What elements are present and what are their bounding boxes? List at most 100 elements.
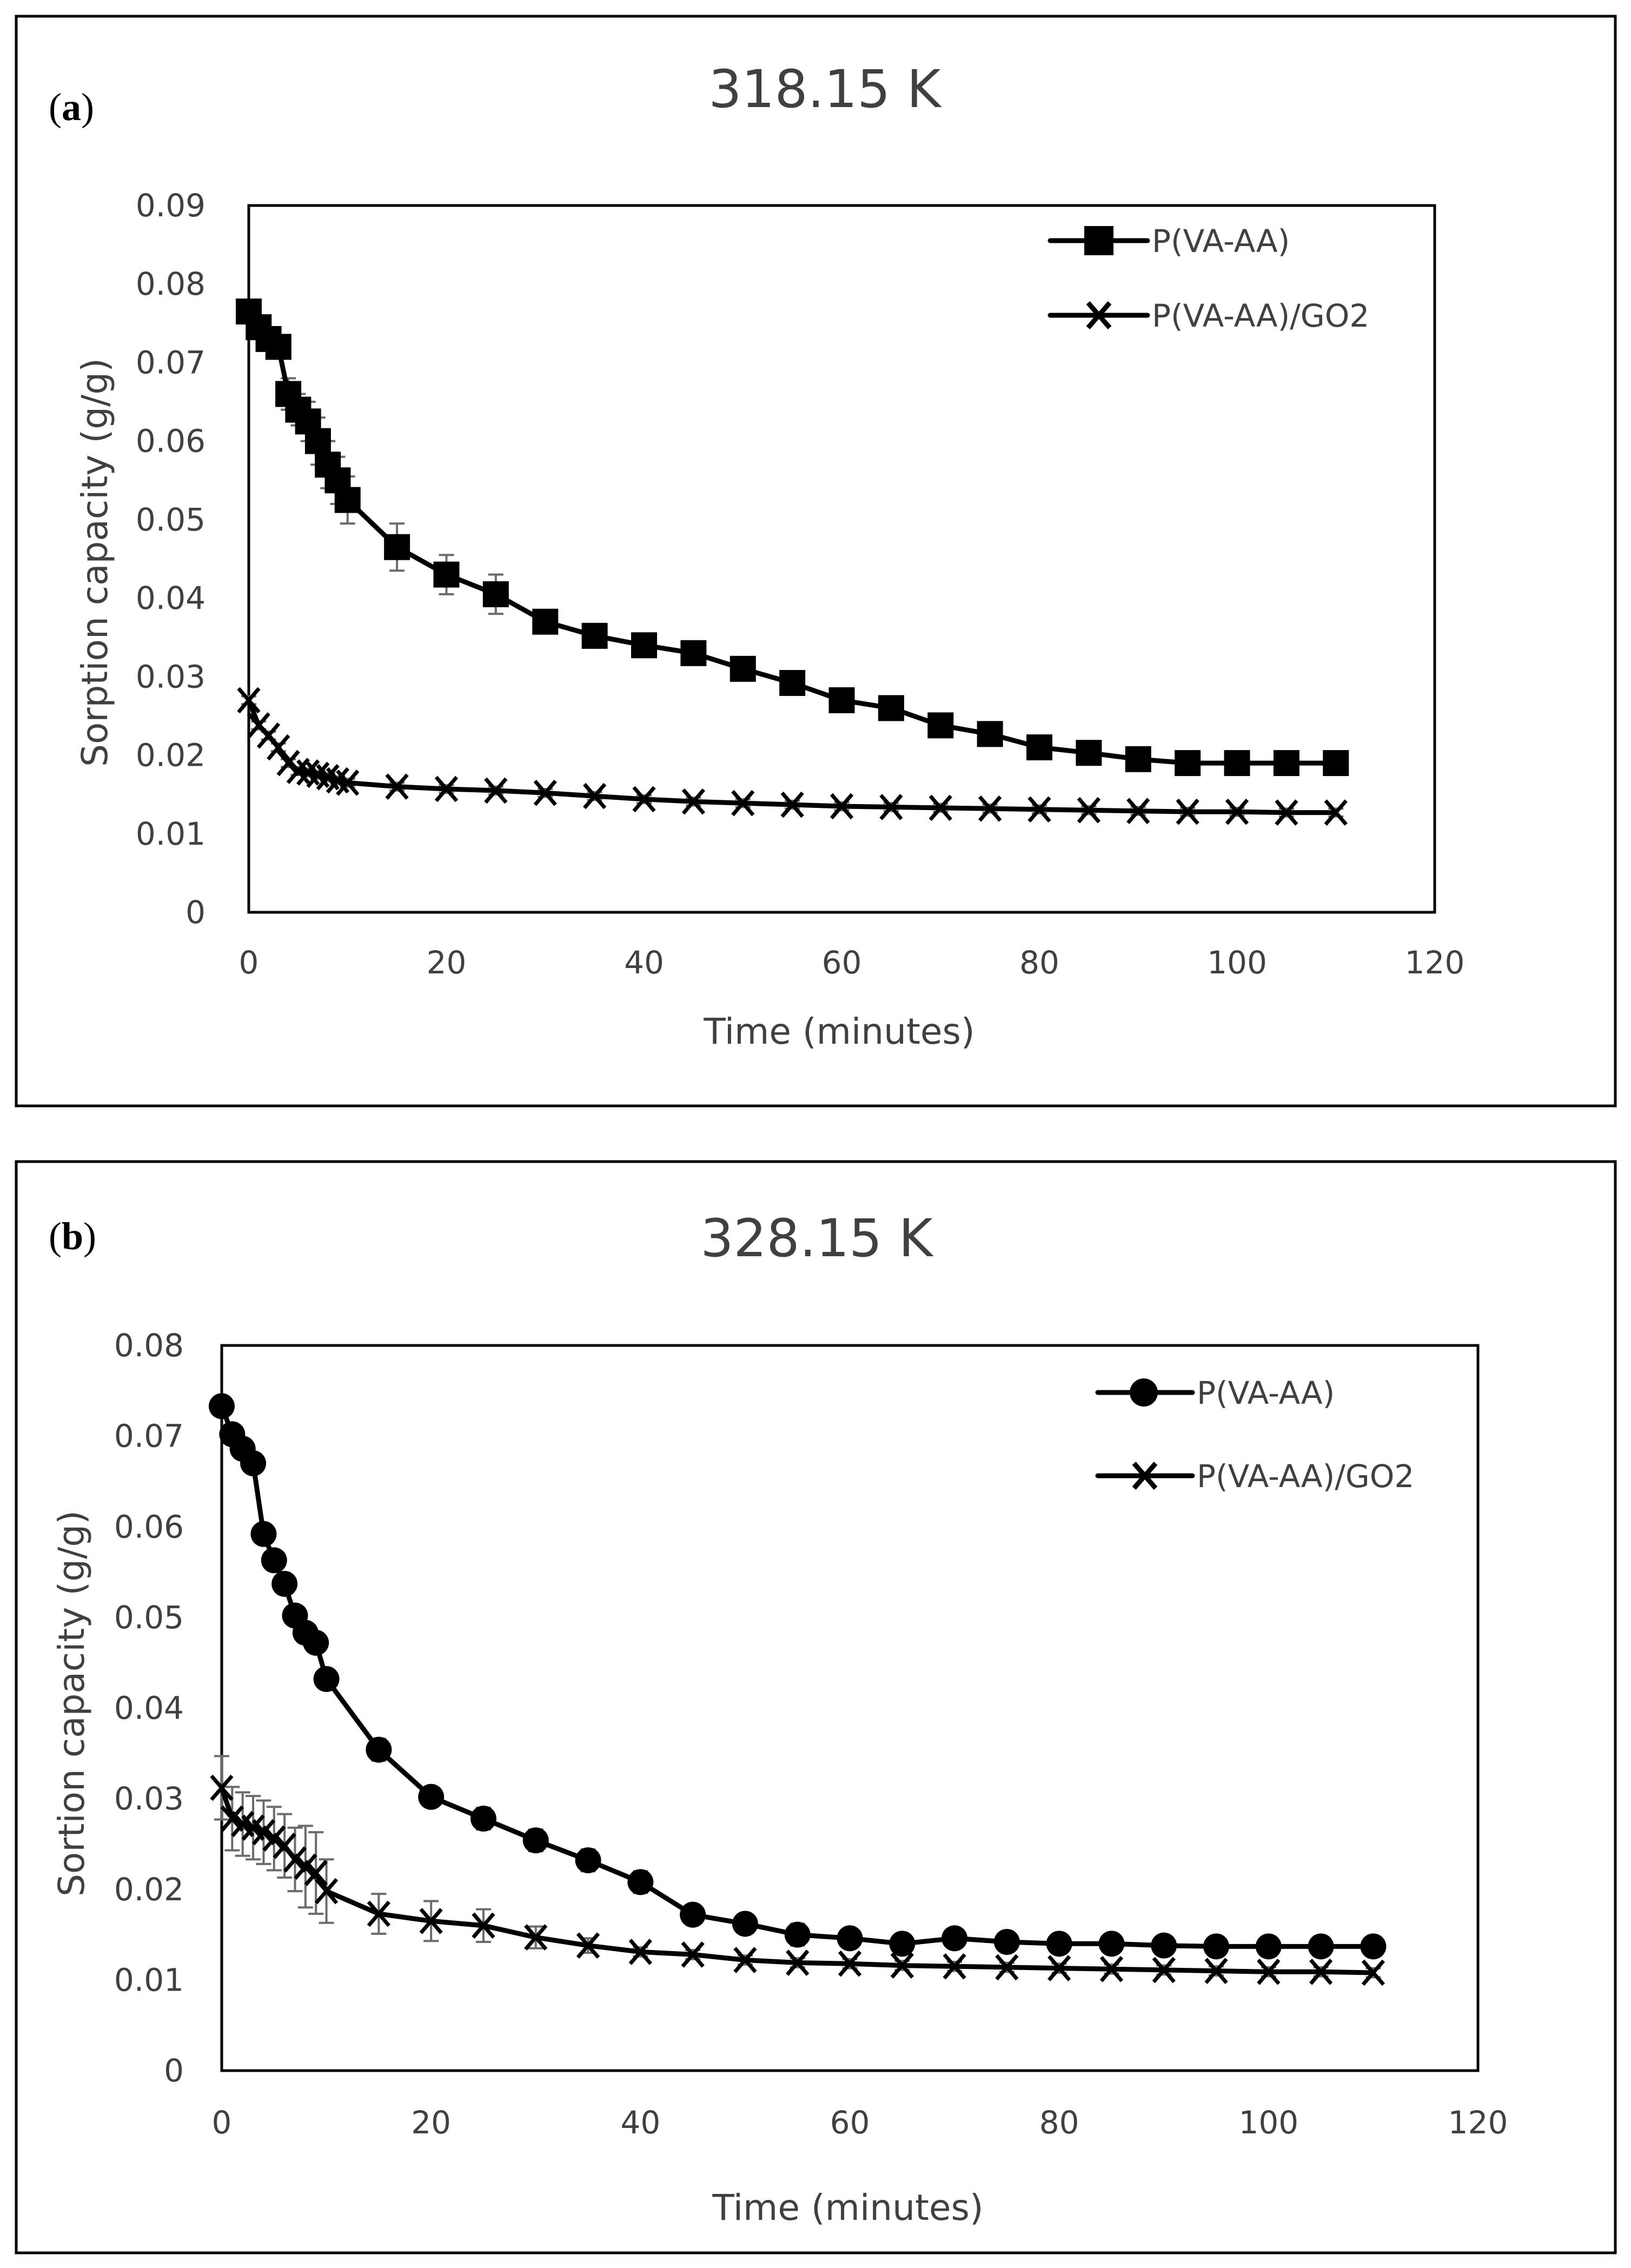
y-tick-label: 0.03 [136, 658, 205, 695]
data-point-circle [889, 1931, 916, 1957]
panel-a-label: (a) [49, 85, 94, 129]
data-point-x [210, 1774, 234, 1801]
y-tick-label: 0.04 [114, 1690, 184, 1727]
data-point-circle [784, 1921, 811, 1948]
data-point-circle [680, 1901, 706, 1928]
data-point-x [304, 1860, 328, 1886]
data-point-x [780, 791, 804, 818]
data-point-square [680, 640, 707, 666]
data-point-square [1076, 740, 1102, 766]
data-point-x [929, 794, 952, 821]
data-point-x [419, 1908, 443, 1934]
data-point-x [1204, 1958, 1228, 1984]
y-tick-label: 0 [164, 2052, 184, 2089]
panel-a-frame [15, 15, 1617, 1108]
data-point-square [1125, 746, 1151, 772]
data-point-circle [366, 1736, 392, 1763]
data-point-x [276, 750, 300, 777]
data-point-circle [313, 1666, 340, 1692]
data-point-x [576, 1932, 600, 1959]
series-p-va-aa-go2 [210, 1755, 1385, 1986]
legend-marker-square [1084, 226, 1113, 255]
data-point-x [632, 786, 656, 813]
data-point-x [1324, 799, 1348, 826]
panel-b-y-ticks: 0 0.01 0.02 0.03 0.04 0.05 0.06 0.07 0.08 [114, 1327, 184, 2089]
data-point-circle [250, 1521, 277, 1547]
data-point-x [681, 788, 706, 815]
data-point-x [879, 794, 903, 820]
panel-a-legend: P(VA-AA) P(VA-AA)/GO2 [1047, 223, 1369, 334]
y-tick-label: 0.01 [136, 815, 205, 852]
data-point-square [828, 687, 855, 713]
y-tick-label: 0.02 [136, 737, 205, 774]
data-point-x [1176, 798, 1199, 825]
data-point-x [267, 734, 290, 761]
panel-b-x-ticks: 0 20 40 60 80 100 120 [212, 2104, 1508, 2141]
data-point-x [995, 1954, 1019, 1981]
data-point-square [631, 632, 657, 659]
data-point-x [830, 793, 854, 820]
series-p-va-aa-go2 [237, 687, 1348, 826]
x-tick-label: 120 [1448, 2104, 1508, 2141]
data-point-circle [1046, 1931, 1072, 1957]
x-tick-label: 40 [620, 2104, 660, 2141]
data-point-circle [209, 1393, 235, 1420]
legend-marker-circle [1130, 1378, 1158, 1407]
panel-a: (a) 318.15 K 0 0.01 0.02 0.03 0.04 0.05 0.06 0.… [15, 15, 1617, 1108]
data-point-square [1273, 750, 1300, 777]
data-point-circle [261, 1547, 287, 1574]
panel-b-legend: P(VA-AA) P(VA-AA)/GO2 [1095, 1375, 1414, 1495]
data-point-circle [1098, 1931, 1125, 1957]
data-point-x [1027, 796, 1051, 823]
x-tick-label: 0 [239, 944, 259, 981]
data-point-x [336, 770, 360, 796]
data-point-square [265, 334, 291, 360]
y-tick-label: 0.07 [136, 344, 205, 381]
data-point-square [927, 712, 954, 739]
series-p-va-aa [209, 1393, 1387, 1960]
data-point-x [681, 1941, 705, 1968]
panel-b-series [209, 1393, 1387, 1986]
y-tick-label: 0.06 [136, 423, 205, 460]
legend-marker-x [1132, 1462, 1158, 1490]
y-tick-label: 0 [185, 894, 205, 931]
data-point-circle [470, 1806, 496, 1832]
data-point-square [482, 581, 509, 607]
x-tick-label: 40 [624, 944, 664, 981]
y-tick-label: 0.01 [114, 1961, 184, 1998]
data-point-x [1225, 798, 1249, 825]
y-tick-label: 0.09 [136, 187, 205, 224]
data-point-x [237, 687, 261, 714]
data-point-square [878, 695, 904, 721]
data-point-circle [1308, 1933, 1334, 1960]
data-point-x [472, 1912, 495, 1939]
data-point-square [1175, 750, 1201, 777]
panel-a-y-axis-label: Sorption capacity (g/g) [74, 358, 116, 767]
data-point-square [581, 622, 608, 649]
data-point-x [283, 1846, 307, 1873]
data-point-square [433, 561, 460, 588]
data-point-x [524, 1924, 548, 1951]
data-point-circle [732, 1911, 758, 1937]
data-point-x [1047, 1955, 1071, 1981]
panel-b-title: 328.15 K [700, 1208, 933, 1269]
data-point-x [1257, 1959, 1281, 1985]
data-point-x [484, 777, 508, 804]
data-point-square [730, 655, 756, 682]
data-point-x [434, 775, 459, 803]
y-tick-label: 0.08 [136, 266, 205, 302]
panel-b-x-axis-label: Time (minutes) [712, 2187, 983, 2229]
data-point-x [1126, 798, 1150, 824]
data-point-circle [1151, 1932, 1177, 1959]
data-point-circle [1255, 1933, 1282, 1960]
data-point-x [943, 1953, 966, 1980]
legend-label-p-va-aa-go2: P(VA-AA)/GO2 [1152, 297, 1369, 334]
data-point-x [1309, 1959, 1333, 1985]
data-point-square [779, 669, 806, 696]
data-point-square [384, 534, 410, 560]
x-tick-label: 0 [212, 2104, 232, 2141]
data-point-x [533, 779, 557, 806]
legend-label-p-va-aa-go2: P(VA-AA)/GO2 [1197, 1458, 1414, 1495]
panel-b: (b) 328.15 K 0 0.01 0.02 0.03 0.04 0.05 0.06 0.… [15, 1160, 1617, 2254]
panel-b-frame [15, 1160, 1617, 2254]
